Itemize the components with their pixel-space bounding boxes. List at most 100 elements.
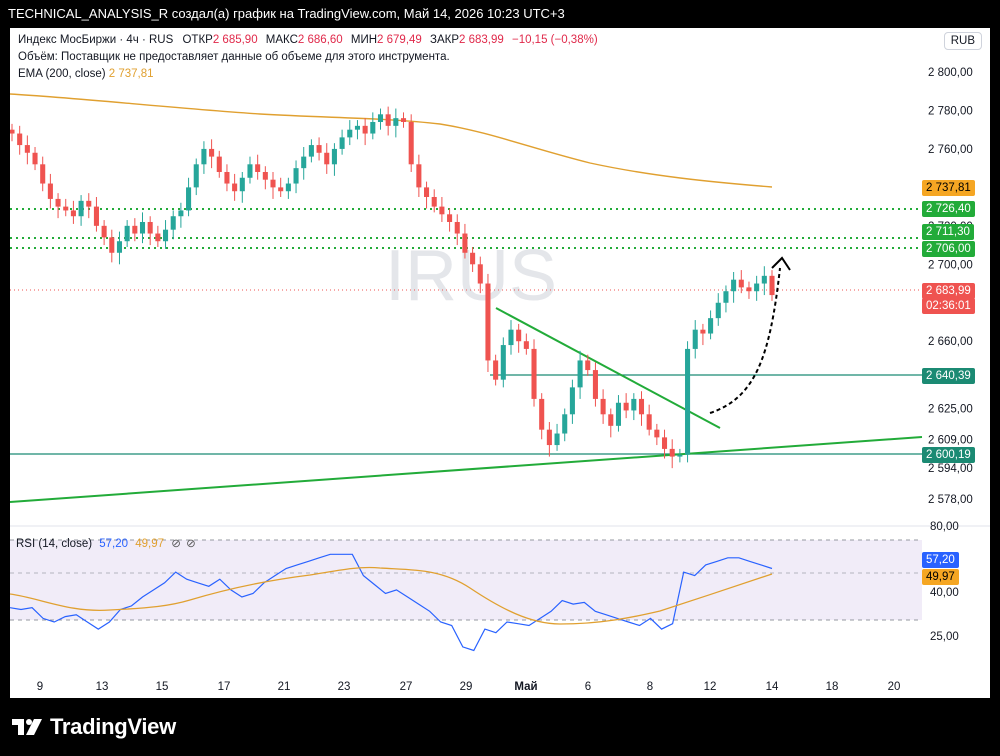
change-value: −10,15 (−0,38%) [511,34,598,46]
candle-body [769,275,775,296]
candle-body [577,360,583,388]
hidden-eye-icon-2[interactable]: ⊘ [186,538,196,550]
candle-body [86,200,92,207]
candle-body [40,164,46,184]
ema-label: EMA (200, close) [18,68,106,80]
candle-body [331,148,337,165]
time-axis-label: 17 [218,681,231,693]
low-label: МИН [350,34,378,46]
candle-body [10,129,15,134]
chart-canvas[interactable]: IRUS 2 800,002 780,002 760,002 740,002 7… [10,28,990,698]
candle-body [500,345,506,380]
candle-body [354,125,360,130]
candle-body [592,370,598,399]
candle-body [201,148,207,165]
rsi-axis-label: 80,00 [930,521,959,533]
rsi-band [10,540,922,620]
currency-button[interactable]: RUB [943,32,982,50]
candle-body [224,171,230,184]
candle-body [285,183,291,192]
time-axis-label: Май [514,681,537,693]
time-axis-label: 23 [338,681,351,693]
close-value: 2 683,99 [459,34,504,46]
time-axis-label: 13 [96,681,109,693]
time-axis-label: 12 [704,681,717,693]
rsi-axis[interactable]: 80,00 40,00 25,00 [930,521,959,643]
ema-value: 2 737,81 [108,68,154,80]
candle-body [539,398,545,430]
candle-body [654,429,660,438]
price-axis-label: 2 578,00 [928,494,973,506]
footer: TradingView [0,700,1000,756]
candle-body [316,145,322,153]
candle-body [324,152,330,165]
candle-body [63,206,69,211]
rsi-ma-value: 49,97 [135,538,165,550]
rsi-ma-tag: 49,97 [922,569,959,585]
candle-body [47,183,53,199]
candle-body [731,279,737,292]
candle-body [554,433,560,446]
candle-body [424,187,430,197]
descending-trendline [495,307,721,429]
projection-arrowhead [771,256,791,271]
candle-body [293,168,299,184]
candle-body [147,221,153,234]
candle-body [17,133,23,146]
candle-body [193,164,199,188]
candle-body [669,448,675,457]
level-tag-2711: 2 711,30 [922,224,974,240]
watermark-text: IRUS [385,236,557,316]
ascending-trendline [10,436,923,503]
volume-note: Объём: Поставщик не предоставляет данные… [18,51,450,63]
candle-body [531,348,537,399]
symbol-legend: Индекс МосБиржи · 4ч · RUS ОТКР2 685,90 … [18,34,598,46]
candle-body [347,129,353,138]
price-axis-label: 2 800,00 [928,67,973,79]
candle-body [362,125,368,134]
time-axis[interactable]: 9 13 15 17 21 23 27 29 Май 6 8 12 14 18 20 [37,681,901,693]
candle-body [93,206,99,226]
candle-body [516,329,522,342]
tradingview-logo[interactable]: TradingView [12,714,176,740]
time-axis-label: 6 [585,681,591,693]
candle-body [470,252,476,265]
candle-body [685,348,691,455]
time-axis-label: 18 [826,681,839,693]
price-axis-label: 2 660,00 [928,336,973,348]
candle-body [585,360,591,371]
last-price-tag: 2 683,99 [922,283,975,299]
candle-body [163,229,169,242]
time-axis-label: 27 [400,681,413,693]
candle-body [70,210,76,217]
price-axis-label: 2 594,00 [928,463,973,475]
candle-body [631,398,637,411]
candle-body [746,287,752,292]
candle-body [55,198,61,207]
candle-body [408,121,414,165]
price-axis-label: 2 700,00 [928,259,973,271]
level-tag-2706: 2 706,00 [922,241,975,257]
candle-body [439,206,445,215]
candle-body [638,398,645,415]
candle-body [124,225,130,242]
candle-body [116,241,123,253]
open-value: 2 685,90 [212,34,258,46]
time-axis-label: 20 [888,681,901,693]
candle-body [723,291,729,303]
candle-body [209,148,215,157]
candle-body [692,329,698,349]
candle-body [416,164,422,188]
symbol-title[interactable]: Индекс МосБиржи · 4ч · RUS [18,34,174,46]
candle-body [677,454,683,457]
ema-legend[interactable]: EMA (200, close) 2 737,81 [18,68,154,80]
rsi-legend[interactable]: RSI (14, close) 57,20 49,97 ⊘ ⊘ [16,536,196,550]
level-tag-2726: 2 726,40 [922,201,975,217]
candle-body [139,221,146,234]
candle-body [477,264,483,284]
candle-body [608,414,614,426]
candle-body [493,360,499,380]
hidden-eye-icon[interactable]: ⊘ [171,538,181,550]
tradingview-logo-icon [12,719,42,735]
rsi-axis-label: 25,00 [930,631,959,643]
